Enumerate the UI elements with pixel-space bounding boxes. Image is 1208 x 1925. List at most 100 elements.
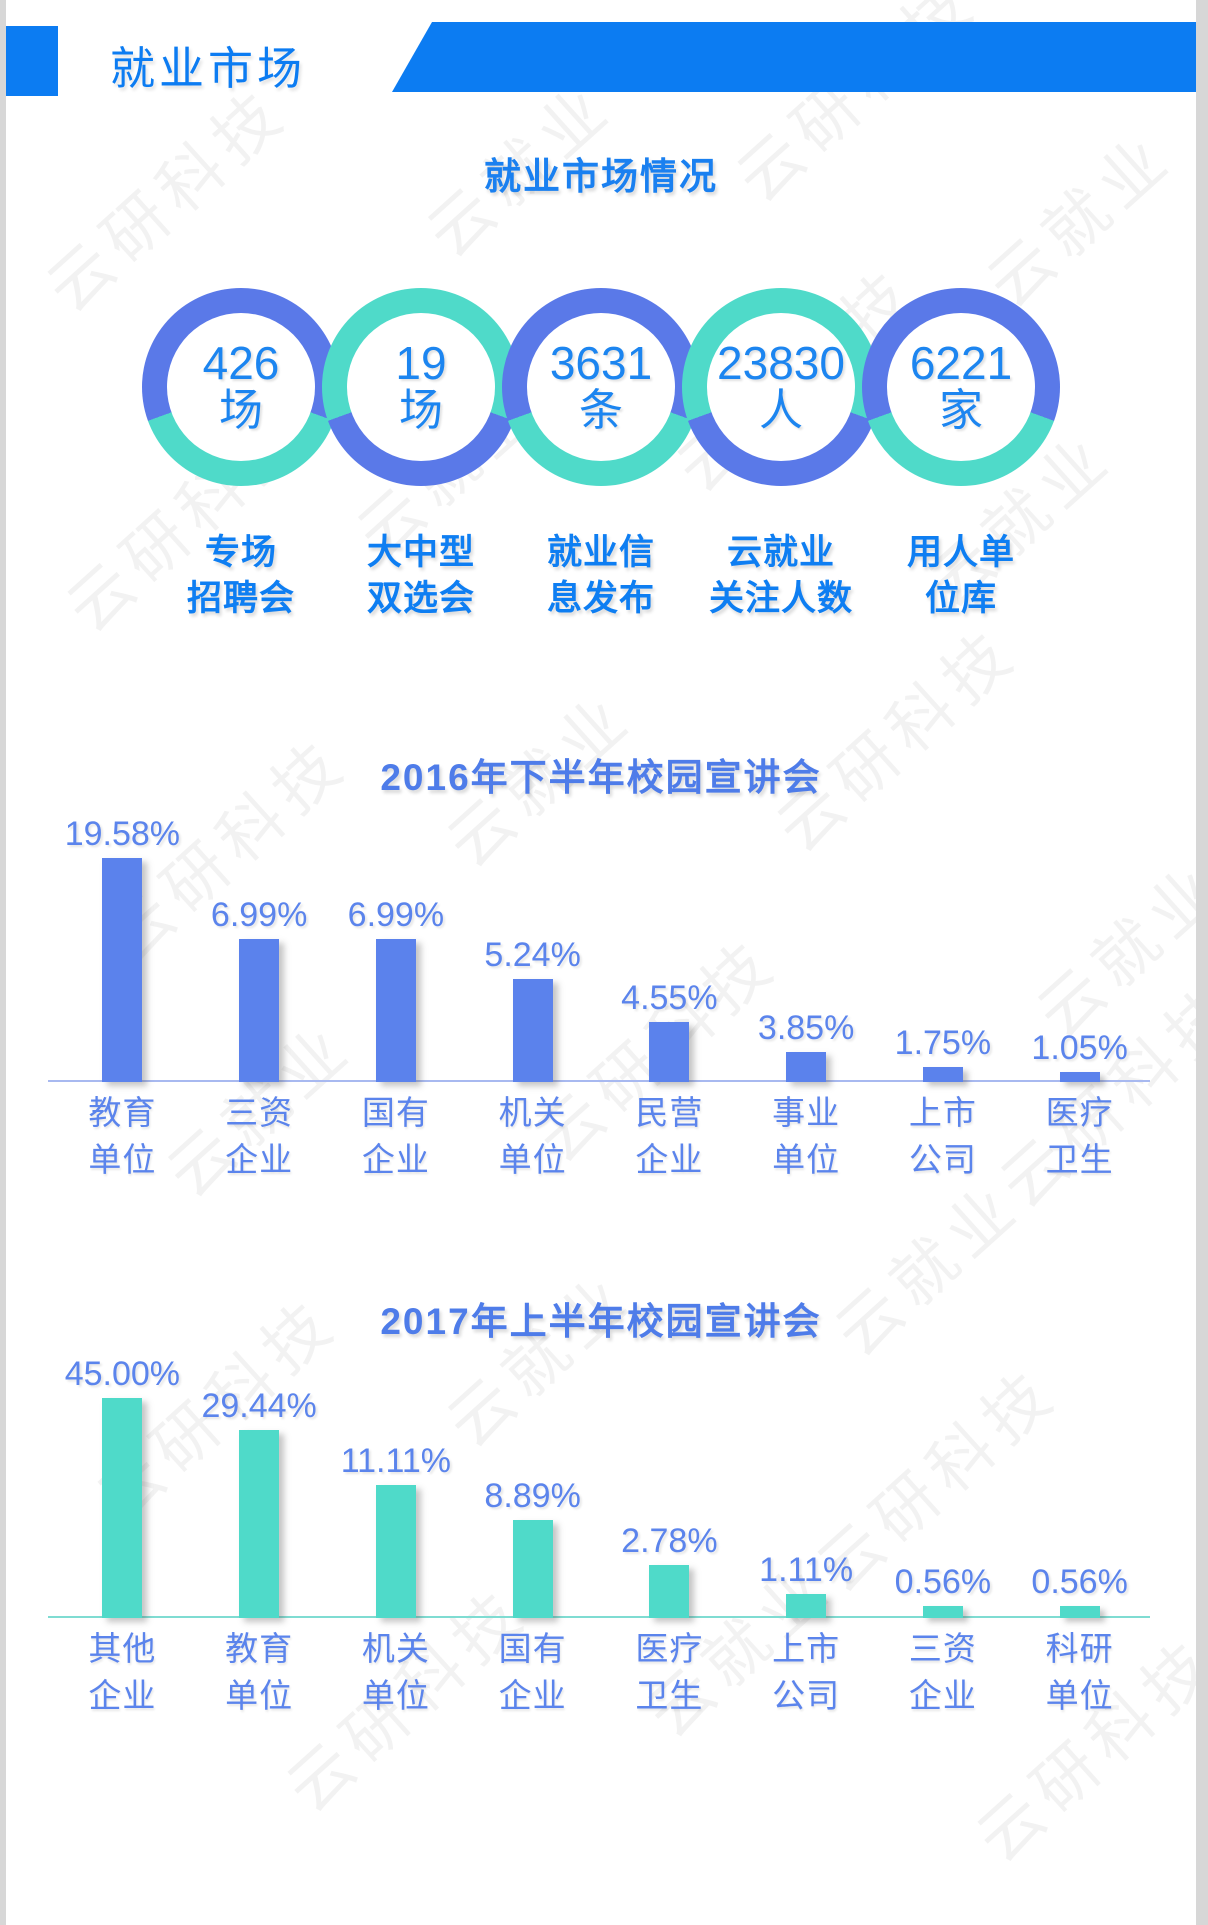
bar-group: 1.75% xyxy=(875,1024,1012,1082)
category-label: 三资 企业 xyxy=(225,1094,294,1178)
bar xyxy=(102,1398,143,1618)
bar-value-label: 5.24% xyxy=(484,936,581,974)
category-label: 机关 单位 xyxy=(498,1094,567,1178)
bar xyxy=(239,939,280,1082)
stat-ring: 23830 人 xyxy=(682,288,880,486)
category-label: 国有 企业 xyxy=(498,1630,567,1714)
stat-caption: 大中型 双选会 xyxy=(366,533,475,619)
bar-group: 2.78% xyxy=(601,1522,738,1618)
bar xyxy=(102,858,143,1082)
stats-circle-row: 426 场专场 招聘会 19 场大中型 双选会 3631 条就业信 息发布 23830 人云就… xyxy=(6,288,1196,622)
bar-value-label: 6.99% xyxy=(347,896,445,934)
bar-value-label: 1.75% xyxy=(894,1024,992,1062)
stat-ring-inner: 19 场 xyxy=(347,313,495,461)
stat-item: 23830 人云就业 关注人数 xyxy=(682,288,880,622)
bar-group: 1.05% xyxy=(1011,1029,1148,1082)
bar xyxy=(649,1022,690,1082)
chart-title-2016: 2016年下半年校园宣讲会 xyxy=(380,757,822,798)
bar-value-label: 1.11% xyxy=(759,1551,854,1589)
bar xyxy=(922,1067,963,1082)
bar-group: 45.00% xyxy=(54,1355,191,1618)
bar-value-label: 1.05% xyxy=(1031,1029,1128,1067)
bar xyxy=(786,1594,827,1618)
chart-title-2017: 2017年上半年校园宣讲会 xyxy=(380,1301,822,1342)
stat-caption: 专场 招聘会 xyxy=(186,533,295,619)
stat-item: 19 场大中型 双选会 xyxy=(322,288,520,622)
stat-caption: 用人单 位库 xyxy=(906,533,1015,619)
bar-value-label: 0.56% xyxy=(894,1563,992,1601)
stat-unit: 人 xyxy=(759,385,803,435)
chart-2016-plot-area: 19.58% 6.99% 6.99% 5.24% 4.55% 3.85% 1.75% 1.05… xyxy=(48,800,1150,1082)
bar xyxy=(375,1485,416,1618)
category-label: 三资 企业 xyxy=(908,1630,977,1714)
bar-group: 0.56% xyxy=(1011,1563,1148,1618)
category-label: 教育 单位 xyxy=(225,1630,294,1714)
bar-value-label: 2.78% xyxy=(621,1522,718,1560)
bar-value-label: 19.58% xyxy=(64,815,181,853)
stat-caption: 就业信 息发布 xyxy=(546,533,655,619)
stat-value: 23830 xyxy=(717,336,845,389)
stat-value: 19 xyxy=(395,336,447,389)
header-accent-square xyxy=(6,26,58,96)
category-label: 机关 单位 xyxy=(361,1630,430,1714)
bar xyxy=(786,1052,827,1082)
stat-value: 426 xyxy=(202,336,280,389)
category-label: 其他 企业 xyxy=(88,1630,157,1714)
category-label: 医疗 卫生 xyxy=(635,1630,704,1714)
header-banner-ribbon xyxy=(392,22,1196,92)
bar xyxy=(512,979,553,1082)
baseline-axis xyxy=(48,1616,1150,1618)
page-title: 就业市场 xyxy=(110,43,307,94)
bar-group: 29.44% xyxy=(191,1387,328,1618)
bar-group: 8.89% xyxy=(464,1477,601,1618)
bar-value-label: 45.00% xyxy=(64,1355,181,1393)
stat-ring: 19 场 xyxy=(322,288,520,486)
stat-ring-inner: 3631 条 xyxy=(527,313,675,461)
stat-value: 3631 xyxy=(549,336,653,389)
bar xyxy=(512,1520,553,1618)
category-label: 国有 企业 xyxy=(361,1094,430,1178)
stat-unit: 场 xyxy=(399,385,443,435)
category-label: 事业 单位 xyxy=(772,1094,841,1178)
bar-value-label: 11.11% xyxy=(340,1442,452,1480)
stat-ring: 6221 家 xyxy=(862,288,1060,486)
bar xyxy=(239,1430,280,1618)
stat-item: 3631 条就业信 息发布 xyxy=(502,288,700,622)
stat-item: 6221 家用人单 位库 xyxy=(862,288,1060,622)
bar-value-label: 4.55% xyxy=(621,979,718,1017)
bar xyxy=(375,939,416,1082)
bar-value-label: 29.44% xyxy=(201,1387,317,1425)
bar xyxy=(649,1565,690,1618)
stat-value: 6221 xyxy=(909,336,1013,389)
chart-2017-category-axis: 其他 企业 教育 单位 机关 单位 国有 企业 医疗 卫生 上市 公司 三资 企业 科研 单位 xyxy=(54,1626,1148,1720)
bar-value-label: 6.99% xyxy=(210,896,308,934)
stat-unit: 家 xyxy=(939,385,983,435)
category-label: 上市 公司 xyxy=(908,1094,977,1178)
bar-value-label: 0.56% xyxy=(1031,1563,1128,1601)
bar-group: 6.99% xyxy=(191,896,328,1082)
bar xyxy=(922,1606,963,1618)
bar-value-label: 8.89% xyxy=(484,1477,581,1515)
category-label: 民营 企业 xyxy=(635,1094,704,1178)
stat-caption: 云就业 关注人数 xyxy=(708,533,853,619)
page-background: 云研科技云就业云研科技云就业云研科技云就业云研科技云就业云研科技云就业云研科技云… xyxy=(6,0,1196,1925)
stat-unit: 场 xyxy=(219,385,263,435)
stat-ring-inner: 6221 家 xyxy=(887,313,1035,461)
category-label: 上市 公司 xyxy=(772,1630,841,1714)
bar xyxy=(1059,1072,1100,1082)
bar-group: 0.56% xyxy=(875,1563,1012,1618)
bar-group: 4.55% xyxy=(601,979,738,1082)
bar-value-label: 3.85% xyxy=(757,1009,855,1047)
bar-group: 3.85% xyxy=(738,1009,875,1082)
bar-group: 6.99% xyxy=(328,896,465,1082)
bar xyxy=(1059,1606,1100,1618)
stat-item: 426 场专场 招聘会 xyxy=(142,288,340,622)
bar-group: 11.11% xyxy=(328,1442,465,1618)
baseline-axis xyxy=(48,1080,1150,1082)
stat-ring-inner: 426 场 xyxy=(167,313,315,461)
chart-2017-campus-talks: 2017年上半年校园宣讲会 45.00% 29.44% 11.11% 8.89% 2.7… xyxy=(6,1300,1196,1720)
section-title: 就业市场情况 xyxy=(484,156,718,197)
bar-group: 5.24% xyxy=(464,936,601,1082)
bar-group: 1.11% xyxy=(738,1551,875,1618)
